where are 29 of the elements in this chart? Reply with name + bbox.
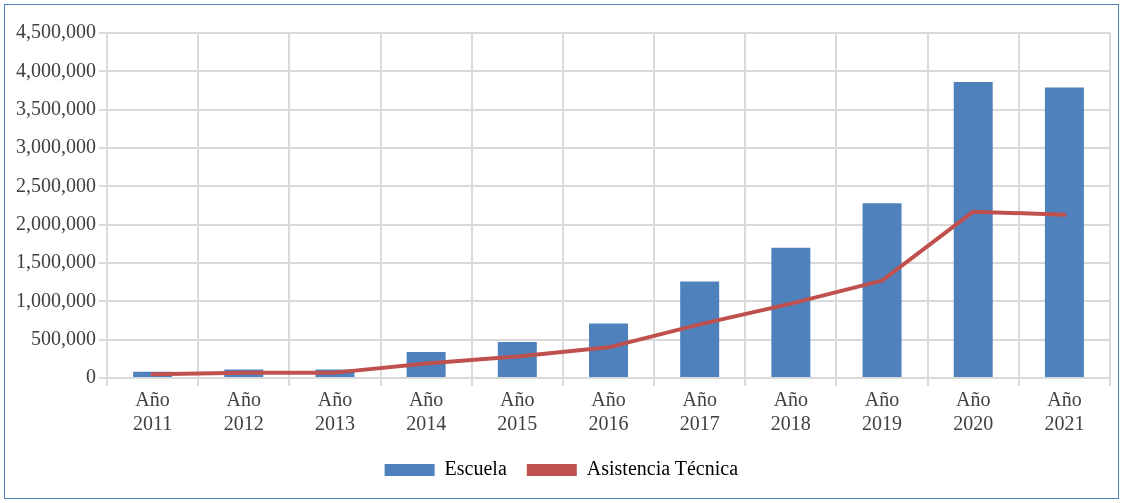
legend-label: Asistencia Técnica [586,457,739,480]
y-tick-label: 1,000,000 [16,288,96,311]
x-tick-label: Año 2016 [588,388,629,435]
y-tick-label: 3,500,000 [16,96,96,119]
x-tick-label: Año 2013 [314,388,355,435]
x-tick-label: Año 2018 [770,388,811,435]
x-tick-label: Año 2015 [497,388,538,435]
bar [680,281,720,377]
bar [589,323,628,377]
y-tick-label: 0 [86,365,96,388]
bar [1044,87,1084,377]
bar [862,203,902,377]
y-tick-label: 2,000,000 [16,211,96,234]
bar [771,247,811,377]
legend-label: Escuela [444,457,507,480]
x-tick-label: Año 2019 [862,388,903,435]
y-tick-label: 4,000,000 [16,58,96,81]
x-tick-label: Año 2014 [406,388,447,435]
x-tick-label: Año 2011 [132,388,173,435]
y-tick-label: 2,500,000 [16,173,96,196]
y-tick-label: 1,500,000 [16,250,96,273]
x-tick-label: Año 2012 [223,388,264,435]
bar [953,82,993,377]
y-tick-label: 500,000 [31,326,96,349]
x-tick-label: Año 2017 [679,388,720,435]
x-tick-label: Año 2021 [1044,388,1085,435]
x-tick-label: Año 2020 [953,388,994,435]
y-tick-label: 4,500,000 [16,20,96,43]
y-tick-label: 3,000,000 [16,135,96,158]
